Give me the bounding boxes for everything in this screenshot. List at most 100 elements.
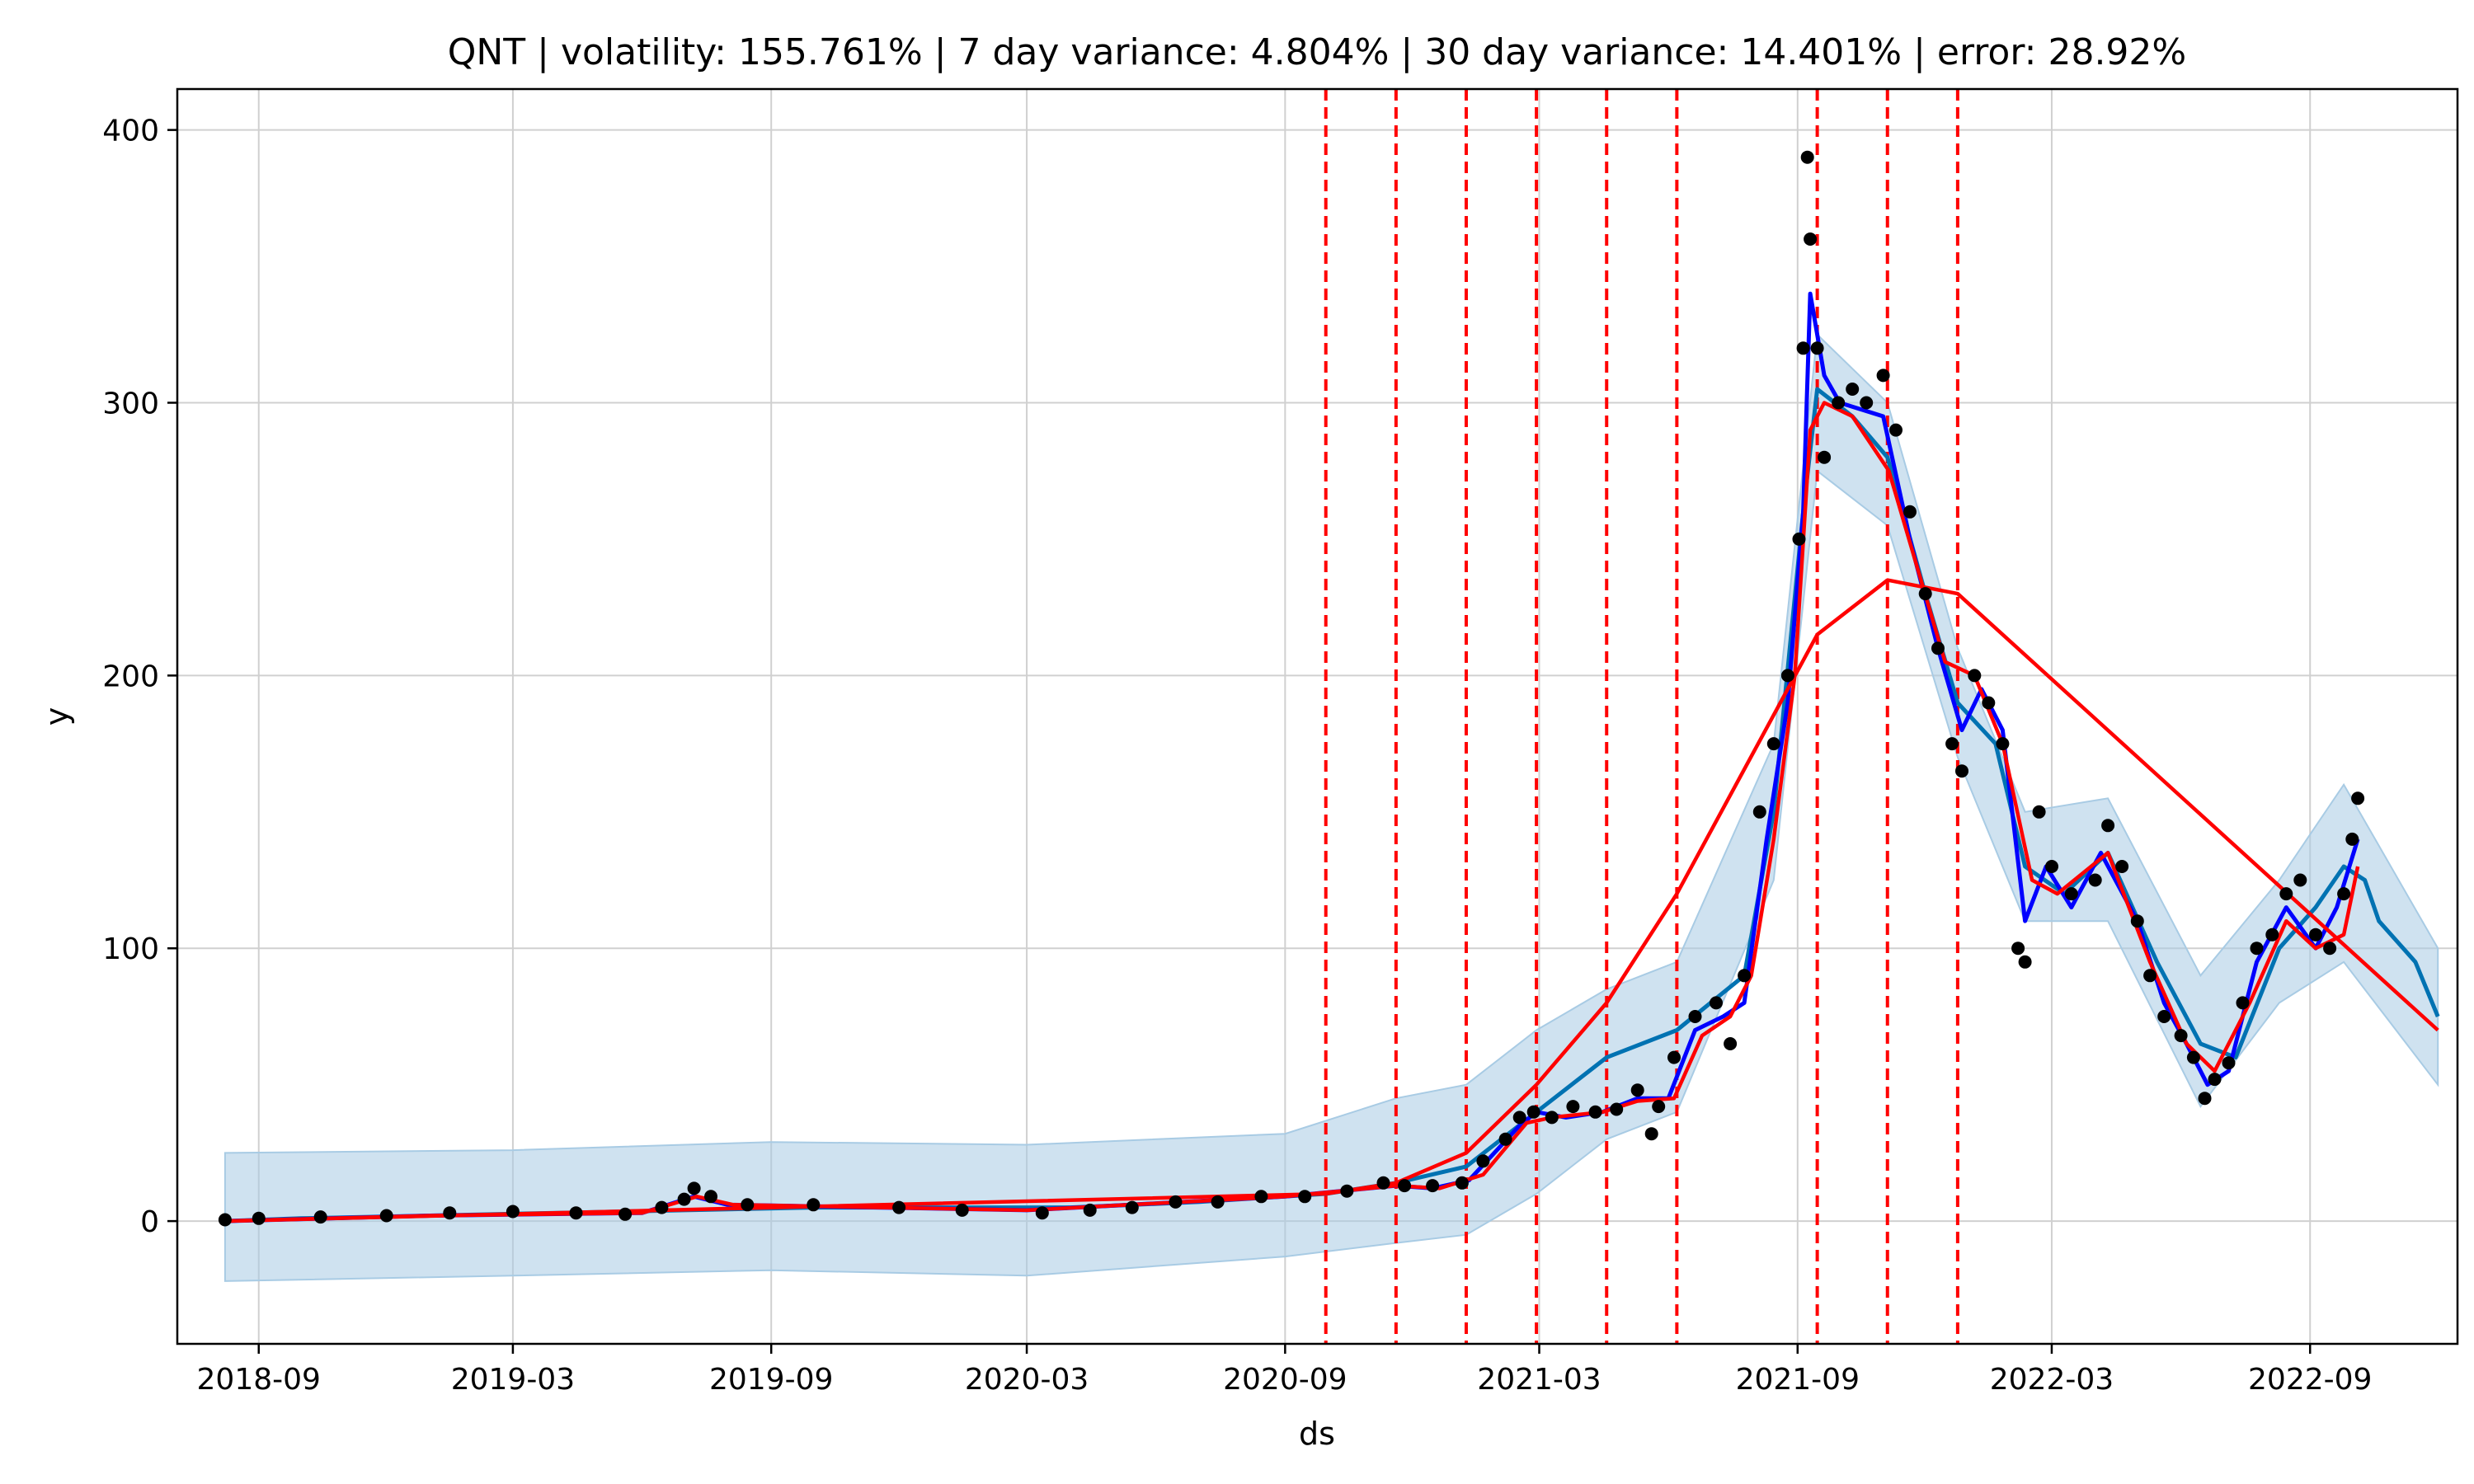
observed-point xyxy=(1876,369,1890,383)
observed-point xyxy=(1860,396,1874,410)
observed-point xyxy=(2186,1050,2200,1064)
plot-frame xyxy=(176,87,2459,1345)
observed-point xyxy=(1724,1037,1738,1050)
observed-point xyxy=(1752,805,1766,819)
observed-point xyxy=(1931,641,1945,655)
observed-point xyxy=(892,1200,906,1214)
x-tick-label: 2020-03 xyxy=(965,1363,1089,1397)
observed-point xyxy=(1545,1111,1559,1125)
observed-point xyxy=(1968,669,1982,683)
observed-point xyxy=(677,1192,691,1206)
observed-point xyxy=(1652,1100,1666,1114)
observed-point xyxy=(1796,341,1810,355)
observed-point xyxy=(1982,696,1996,710)
observed-point xyxy=(1476,1154,1490,1168)
observed-point xyxy=(1800,150,1814,164)
y-tick-label: 300 xyxy=(102,387,159,421)
observed-point xyxy=(2130,914,2144,928)
trend-line xyxy=(224,578,2439,1223)
y-axis-label: y xyxy=(39,707,75,726)
x-tick-label: 2019-03 xyxy=(451,1363,575,1397)
observed-point xyxy=(1644,1127,1658,1141)
x-tick-label: 2021-09 xyxy=(1736,1363,1860,1397)
observed-point xyxy=(2351,791,2365,805)
y-tick-label: 400 xyxy=(102,115,159,148)
observed-point xyxy=(218,1213,232,1227)
observed-point xyxy=(2236,996,2250,1010)
observed-point xyxy=(1780,669,1794,683)
observed-point xyxy=(1630,1083,1644,1097)
observed-point xyxy=(1035,1206,1049,1220)
observed-point xyxy=(2011,942,2025,956)
observed-point xyxy=(2309,928,2322,942)
observed-point xyxy=(2337,887,2351,901)
observed-point xyxy=(1610,1102,1624,1116)
observed-point xyxy=(2088,873,2102,887)
observed-point xyxy=(506,1205,520,1219)
x-tick-label: 2020-09 xyxy=(1223,1363,1347,1397)
observed-point xyxy=(1376,1176,1390,1190)
observed-point xyxy=(1340,1184,1354,1198)
x-tick-label: 2022-03 xyxy=(1990,1363,2114,1397)
x-axis-label: ds xyxy=(1299,1416,1335,1452)
observed-point xyxy=(704,1190,717,1204)
x-tick-label: 2021-03 xyxy=(1477,1363,1601,1397)
observed-point xyxy=(1766,737,1780,751)
observed-point xyxy=(1083,1203,1097,1217)
observed-point xyxy=(569,1206,583,1220)
observed-point xyxy=(2174,1029,2188,1043)
observed-point xyxy=(741,1198,755,1212)
observed-point xyxy=(1846,383,1860,396)
observed-point xyxy=(2198,1092,2212,1106)
observed-points xyxy=(218,150,2365,1227)
observed-point xyxy=(1945,737,1959,751)
observed-point xyxy=(1169,1195,1183,1209)
observed-point xyxy=(1918,587,1932,601)
observed-point xyxy=(1566,1100,1580,1114)
observed-point xyxy=(2045,860,2058,873)
observed-point xyxy=(618,1207,633,1221)
observed-point xyxy=(1688,1010,1702,1023)
observed-point xyxy=(1889,423,1903,437)
x-tick-label: 2019-09 xyxy=(709,1363,833,1397)
observed-point xyxy=(2265,928,2279,942)
observed-point xyxy=(1832,396,1846,410)
observed-point xyxy=(1125,1200,1139,1214)
observed-point xyxy=(1738,969,1752,983)
observed-point xyxy=(1512,1111,1526,1125)
observed-point xyxy=(1498,1132,1512,1146)
observed-point xyxy=(1298,1190,1312,1204)
x-tick-label: 2018-09 xyxy=(197,1363,321,1397)
observed-point xyxy=(1667,1050,1681,1064)
y-axis-ticks: 0 100 200 300 400 xyxy=(102,115,177,1239)
observed-point xyxy=(2101,819,2115,833)
uncertainty-interval xyxy=(223,332,2439,1282)
observed-point xyxy=(1211,1195,1225,1209)
observed-point xyxy=(1398,1179,1412,1193)
observed-point xyxy=(1996,737,2010,751)
observed-point xyxy=(1588,1105,1602,1119)
observed-point xyxy=(955,1203,969,1217)
observed-point xyxy=(2250,942,2264,956)
observed-point xyxy=(1254,1190,1268,1204)
observed-point xyxy=(1455,1176,1469,1190)
observed-point xyxy=(2323,942,2337,956)
y-tick-label: 100 xyxy=(102,932,159,966)
observed-point xyxy=(1804,232,1818,246)
observed-point xyxy=(687,1181,701,1195)
observed-point xyxy=(1810,341,1824,355)
observed-point xyxy=(2345,832,2359,846)
observed-point xyxy=(2032,805,2046,819)
observed-point xyxy=(2143,969,2157,983)
observed-point xyxy=(2115,860,2129,873)
observed-point xyxy=(2208,1073,2222,1087)
observed-point xyxy=(655,1200,669,1214)
observed-point xyxy=(1955,764,1968,778)
observed-point xyxy=(313,1210,327,1224)
observed-point xyxy=(1426,1179,1440,1193)
observed-point xyxy=(1792,532,1806,546)
observed-point xyxy=(1710,996,1723,1010)
x-axis-ticks: 2018-09 2019-03 2019-09 2020-03 2020-09 2021-… xyxy=(197,1344,2372,1397)
uncertainty-band xyxy=(223,332,2439,1282)
